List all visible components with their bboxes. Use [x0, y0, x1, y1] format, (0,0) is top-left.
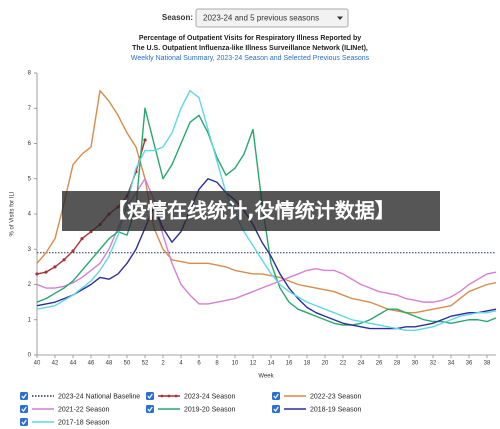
- legend-label: 2021-22 Season: [58, 406, 109, 413]
- x-tick-label: 18: [304, 361, 311, 367]
- y-tick-label: 2: [28, 282, 32, 288]
- x-tick-label: 12: [250, 361, 257, 367]
- x-tick-label: 36: [466, 361, 473, 367]
- legend-label: 2018-19 Season: [310, 406, 361, 413]
- x-tick-label: 40: [34, 361, 41, 367]
- x-tick-label: 34: [448, 361, 455, 367]
- x-tick-label: 10: [232, 361, 239, 367]
- x-tick-label: 50: [124, 361, 131, 367]
- x-tick-label: 16: [286, 361, 293, 367]
- series-line: [36, 107, 497, 326]
- season-dropdown[interactable]: [195, 8, 349, 28]
- checkmark: [147, 406, 153, 412]
- legend-marker: [160, 394, 164, 398]
- x-tick-label: 46: [88, 361, 95, 367]
- checkmark: [147, 393, 153, 399]
- overlay-text: 【疫情在线统计,役情统计数据】: [107, 199, 395, 223]
- y-tick-label: 0: [28, 353, 32, 359]
- legend-label: 2017-18 Season: [58, 419, 109, 426]
- chart-title: Percentage of Outpatient Visits for Resp…: [139, 35, 361, 42]
- series-marker: [71, 249, 75, 253]
- legend-checkbox[interactable]: [20, 405, 28, 413]
- overlay-banner: [62, 191, 440, 231]
- series-marker: [80, 237, 84, 241]
- series-marker: [35, 272, 39, 276]
- y-tick-label: 1: [28, 317, 32, 323]
- x-tick-label: 14: [268, 361, 275, 367]
- x-tick-label: 38: [484, 361, 491, 367]
- x-tick-label: 26: [376, 361, 383, 367]
- series-marker: [143, 138, 147, 142]
- series-line: [36, 178, 497, 305]
- y-tick-label: 4: [28, 212, 32, 218]
- legend-label: 2023-24 National Baseline: [58, 393, 140, 400]
- y-tick-label: 3: [28, 247, 32, 253]
- x-tick-label: 32: [430, 361, 437, 367]
- dropdown-arrow: [337, 16, 343, 20]
- legend-checkbox[interactable]: [146, 392, 154, 400]
- checkmark: [21, 419, 27, 425]
- series-line: [36, 178, 497, 330]
- legend-checkbox[interactable]: [146, 405, 154, 413]
- series-marker: [53, 265, 57, 269]
- series-marker: [62, 258, 66, 262]
- x-tick-label: 8: [215, 361, 219, 367]
- x-tick-label: 48: [106, 361, 113, 367]
- legend-label: 2023-24 Season: [184, 393, 235, 400]
- legend-label: 2022-23 Season: [310, 393, 361, 400]
- x-tick-label: 4: [179, 361, 183, 367]
- x-tick-label: 52: [142, 361, 149, 367]
- season-label: Season:: [162, 13, 193, 22]
- legend-checkbox[interactable]: [272, 405, 280, 413]
- x-axis-label: Week: [258, 374, 274, 380]
- y-axis-label: % of Visits for ILI: [10, 191, 16, 236]
- season-value[interactable]: 2023-24 and 5 previous seasons: [203, 14, 319, 23]
- x-tick-label: 42: [52, 361, 59, 367]
- x-tick-label: 2: [161, 361, 165, 367]
- series-marker: [44, 270, 48, 274]
- chart-title: The U.S. Outpatient Influenza-like Illne…: [132, 45, 368, 52]
- checkmark: [273, 393, 279, 399]
- legend-checkbox[interactable]: [20, 418, 28, 426]
- legend-label: 2019-20 Season: [184, 406, 235, 413]
- checkmark: [273, 406, 279, 412]
- x-tick-label: 22: [340, 361, 347, 367]
- legend-checkbox[interactable]: [272, 392, 280, 400]
- y-tick-label: 5: [28, 176, 32, 182]
- y-tick-label: 8: [28, 71, 32, 77]
- y-tick-label: 7: [28, 106, 32, 112]
- x-tick-label: 24: [358, 361, 365, 367]
- series-line: [36, 89, 497, 332]
- legend-marker: [174, 394, 178, 398]
- legend-checkbox[interactable]: [20, 392, 28, 400]
- legend-marker: [167, 394, 171, 398]
- x-tick-label: 20: [322, 361, 329, 367]
- x-tick-label: 28: [394, 361, 401, 367]
- y-tick-label: 6: [28, 141, 32, 147]
- x-tick-label: 6: [197, 361, 201, 367]
- checkmark: [21, 393, 27, 399]
- checkmark: [21, 406, 27, 412]
- chart-subtitle: Weekly National Summary, 2023-24 Season …: [131, 55, 370, 62]
- x-tick-label: 30: [412, 361, 419, 367]
- series-line: [36, 89, 497, 314]
- x-tick-label: 44: [70, 361, 77, 367]
